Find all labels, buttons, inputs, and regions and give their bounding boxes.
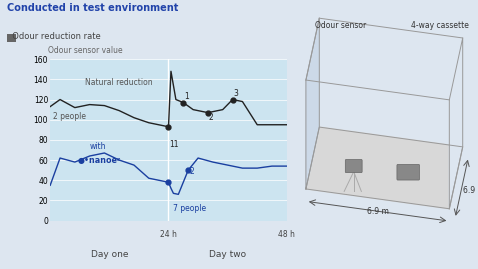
Text: 2 people: 2 people <box>53 112 86 121</box>
Text: Day two: Day two <box>209 250 246 259</box>
Text: 11: 11 <box>170 140 179 149</box>
Text: 24 h: 24 h <box>160 229 177 239</box>
Text: Odour reduction rate: Odour reduction rate <box>7 32 101 41</box>
FancyBboxPatch shape <box>397 164 420 180</box>
Text: 7 people: 7 people <box>174 204 206 213</box>
Text: Odour sensor value: Odour sensor value <box>48 46 122 55</box>
Text: Day one: Day one <box>91 250 128 259</box>
Polygon shape <box>306 18 319 189</box>
Polygon shape <box>449 38 463 209</box>
Text: Odour sensor: Odour sensor <box>315 21 366 30</box>
Text: Natural reduction: Natural reduction <box>85 78 152 87</box>
Text: 1: 1 <box>184 91 189 101</box>
FancyBboxPatch shape <box>345 160 362 173</box>
Text: 2: 2 <box>189 167 194 176</box>
Text: 3: 3 <box>234 89 239 98</box>
Text: Conducted in test environment: Conducted in test environment <box>7 3 179 13</box>
Text: 2: 2 <box>209 113 214 122</box>
Text: ●•nanoeᵡ: ●•nanoeᵡ <box>77 155 120 165</box>
Text: with: with <box>89 143 106 151</box>
Text: 4-way cassette: 4-way cassette <box>411 21 469 30</box>
Text: 48 h: 48 h <box>278 229 295 239</box>
Text: 6.9 m: 6.9 m <box>367 207 389 216</box>
Text: 6.9 m: 6.9 m <box>463 186 478 195</box>
Polygon shape <box>306 127 463 209</box>
